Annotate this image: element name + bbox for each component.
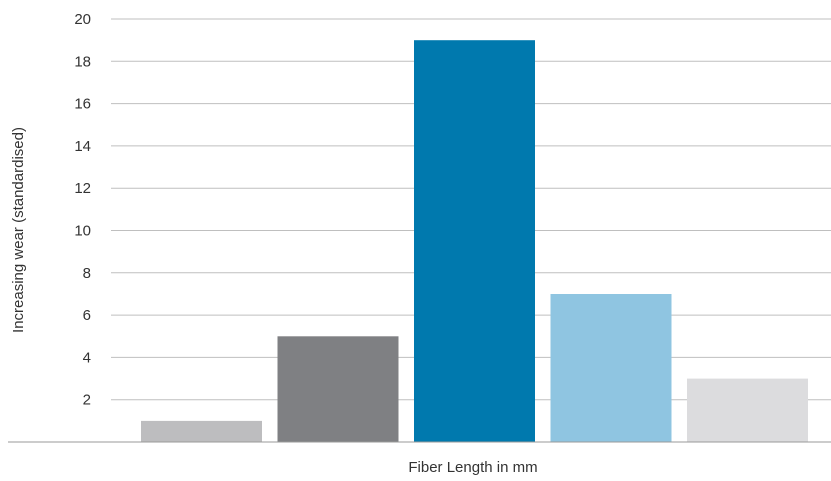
y-tick-label: 16 [74, 96, 91, 113]
y-tick-label: 10 [74, 223, 91, 240]
bar-1 [141, 420, 262, 442]
bar-5 [687, 378, 808, 442]
bar-2 [277, 336, 399, 443]
y-tick-label: 18 [74, 53, 91, 70]
y-tick-label: 6 [83, 307, 91, 324]
y-tick-label: 12 [74, 180, 91, 197]
x-axis-title: Fiber Length in mm [408, 459, 537, 476]
bar-3 [414, 40, 535, 442]
y-tick-label: 14 [74, 138, 91, 155]
y-tick-labels: 2 4 6 8 10 12 14 16 18 20 [74, 11, 91, 409]
y-axis-title: Increasing wear (standardised) [10, 127, 27, 333]
bars [141, 40, 808, 443]
bar-4 [550, 294, 672, 442]
y-tick-label: 2 [83, 392, 91, 409]
y-tick-label: 8 [83, 265, 91, 282]
y-tick-label: 20 [74, 11, 91, 28]
y-tick-label: 4 [83, 349, 91, 366]
